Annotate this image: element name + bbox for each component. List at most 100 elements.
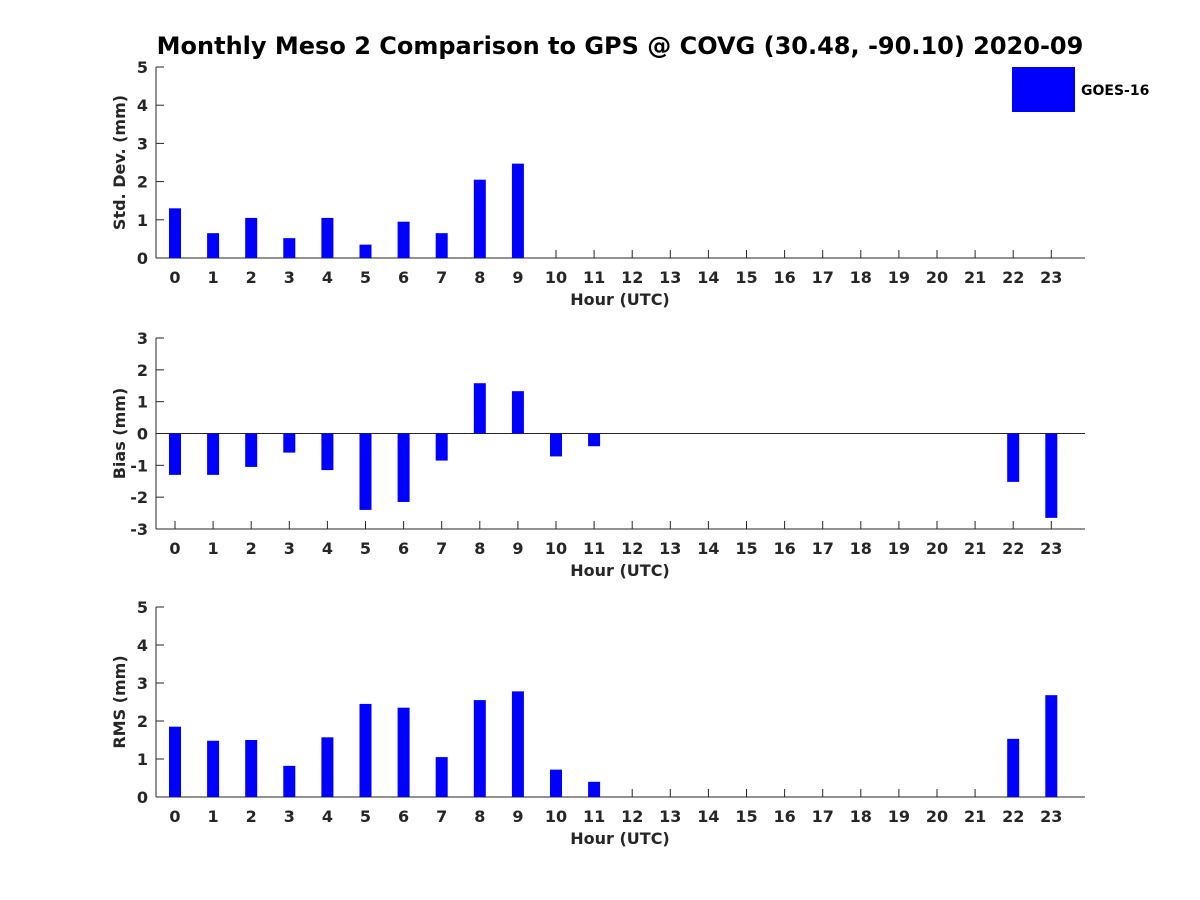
x-tick-label: 20	[926, 539, 948, 558]
y-tick-label: 5	[137, 598, 148, 617]
y-tick-label: 0	[137, 425, 148, 444]
bar-hour-1	[207, 233, 220, 258]
x-tick-label: 23	[1040, 807, 1062, 826]
x-tick-label: 5	[360, 807, 371, 826]
x-tick-label: 19	[888, 539, 910, 558]
x-tick-label: 12	[621, 807, 643, 826]
x-tick-label: 4	[322, 268, 333, 287]
x-tick-label: 17	[812, 268, 834, 287]
x-tick-label: 18	[850, 268, 872, 287]
x-tick-label: 16	[773, 268, 795, 287]
bar-hour-22	[1007, 433, 1020, 482]
bar-hour-10	[550, 433, 562, 457]
x-tick-label: 21	[964, 268, 986, 287]
y-tick-label: 4	[137, 96, 148, 115]
bar-hour-9	[511, 691, 524, 797]
x-tick-label: 15	[735, 268, 757, 287]
bar-hour-3	[283, 433, 296, 453]
x-tick-label: 5	[360, 268, 371, 287]
x-tick-label: 3	[284, 268, 295, 287]
y-axis-label: Bias (mm)	[110, 388, 129, 480]
y-tick-label: -1	[130, 456, 148, 475]
y-tick-label: 3	[137, 329, 148, 348]
x-tick-label: 11	[583, 268, 605, 287]
bar-hour-6	[397, 221, 410, 258]
bar-hour-0	[169, 726, 181, 797]
x-tick-label: 1	[208, 539, 219, 558]
x-tick-label: 0	[169, 268, 180, 287]
x-tick-label: 6	[398, 268, 409, 287]
bar-hour-7	[435, 433, 448, 461]
y-tick-label: 2	[137, 361, 148, 380]
x-tick-label: 5	[360, 539, 371, 558]
x-tick-label: 14	[697, 539, 719, 558]
x-tick-label: 4	[322, 539, 333, 558]
x-tick-label: 1	[208, 268, 219, 287]
y-tick-label: -3	[130, 520, 148, 539]
x-tick-label: 2	[246, 807, 257, 826]
x-tick-label: 2	[246, 268, 257, 287]
x-tick-label: 3	[284, 807, 295, 826]
x-tick-label: 16	[773, 807, 795, 826]
x-tick-label: 21	[964, 539, 986, 558]
y-tick-label: 2	[137, 173, 148, 192]
x-tick-label: 11	[583, 539, 605, 558]
x-tick-label: 0	[169, 539, 180, 558]
x-tick-label: 2	[246, 539, 257, 558]
y-tick-label: 1	[137, 211, 148, 230]
bar-hour-3	[283, 765, 296, 797]
bar-hour-23	[1045, 695, 1058, 797]
x-tick-label: 7	[436, 807, 447, 826]
y-axis-label: RMS (mm)	[110, 655, 129, 748]
y-tick-label: 3	[137, 674, 148, 693]
bar-hour-11	[588, 433, 601, 447]
x-tick-label: 13	[659, 268, 681, 287]
x-tick-label: 20	[926, 807, 948, 826]
y-tick-label: 0	[137, 249, 148, 268]
bar-hour-9	[511, 163, 524, 258]
y-tick-label: 4	[137, 636, 148, 655]
x-tick-label: 19	[888, 268, 910, 287]
bar-hour-0	[169, 208, 181, 258]
bar-hour-5	[359, 433, 372, 510]
x-axis-label: Hour (UTC)	[570, 561, 670, 580]
x-tick-label: 1	[208, 807, 219, 826]
y-tick-label: 3	[137, 134, 148, 153]
x-tick-label: 7	[436, 539, 447, 558]
x-tick-label: 9	[512, 539, 523, 558]
bar-hour-2	[245, 217, 258, 258]
x-tick-label: 10	[545, 539, 567, 558]
bar-hour-1	[207, 740, 220, 797]
x-tick-label: 9	[512, 268, 523, 287]
bar-hour-5	[359, 703, 372, 797]
x-tick-label: 13	[659, 539, 681, 558]
x-tick-label: 14	[697, 807, 719, 826]
x-tick-label: 19	[888, 807, 910, 826]
x-tick-label: 15	[735, 539, 757, 558]
bar-hour-7	[435, 757, 448, 797]
y-tick-label: 0	[137, 788, 148, 807]
x-axis-label: Hour (UTC)	[570, 290, 670, 309]
x-tick-label: 16	[773, 539, 795, 558]
bar-hour-2	[245, 740, 258, 797]
x-tick-label: 22	[1002, 268, 1024, 287]
x-tick-label: 14	[697, 268, 719, 287]
bar-hour-7	[435, 233, 448, 258]
bar-hour-22	[1007, 738, 1020, 797]
y-tick-label: -2	[130, 488, 148, 507]
bar-hour-1	[207, 433, 220, 475]
x-tick-label: 22	[1002, 807, 1024, 826]
bar-hour-8	[473, 383, 486, 434]
y-tick-label: 1	[137, 393, 148, 412]
x-tick-label: 3	[284, 539, 295, 558]
bar-hour-8	[473, 179, 486, 258]
bar-hour-6	[397, 433, 410, 502]
x-tick-label: 10	[545, 268, 567, 287]
x-tick-label: 18	[850, 807, 872, 826]
bar-hour-9	[511, 391, 524, 434]
x-axis-label: Hour (UTC)	[570, 829, 670, 848]
bar-hour-11	[588, 781, 601, 797]
chart-title: Monthly Meso 2 Comparison to GPS @ COVG …	[157, 32, 1084, 60]
